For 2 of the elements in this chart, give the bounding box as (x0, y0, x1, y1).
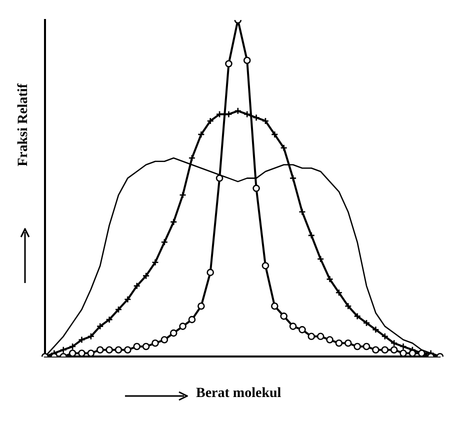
x-axis-title: Berat molekul (196, 386, 282, 402)
y-axis-title: Fraksi Relatif (16, 84, 32, 166)
